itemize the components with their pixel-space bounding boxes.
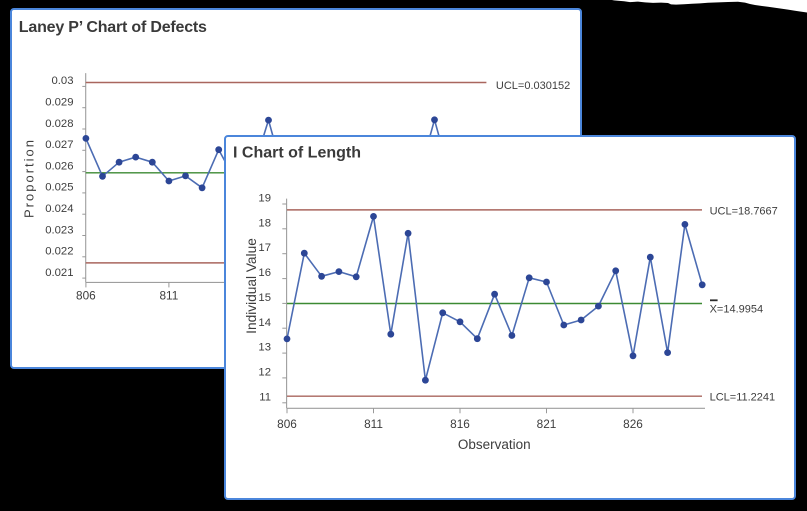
svg-text:UCL=18.7667: UCL=18.7667 (710, 205, 778, 217)
svg-text:0.028: 0.028 (45, 118, 73, 130)
svg-text:0.029: 0.029 (45, 97, 73, 109)
svg-text:Proportion: Proportion (21, 138, 36, 218)
svg-text:14: 14 (258, 317, 271, 329)
svg-text:12: 12 (258, 366, 271, 378)
svg-text:0.023: 0.023 (45, 224, 73, 236)
svg-text:X=14.9954: X=14.9954 (710, 303, 764, 315)
svg-text:0.026: 0.026 (45, 160, 73, 172)
svg-text:17: 17 (258, 242, 271, 254)
svg-text:806: 806 (277, 417, 297, 431)
svg-text:811: 811 (159, 289, 178, 303)
svg-text:UCL=0.030152: UCL=0.030152 (496, 80, 570, 92)
svg-text:0.025: 0.025 (45, 182, 73, 194)
svg-text:18: 18 (258, 217, 271, 229)
svg-text:816: 816 (450, 417, 470, 431)
svg-text:0.021: 0.021 (45, 267, 73, 279)
svg-text:0.022: 0.022 (45, 246, 73, 258)
svg-text:0.027: 0.027 (45, 139, 73, 151)
svg-text:15: 15 (258, 292, 271, 304)
svg-text:LCL=11.2241: LCL=11.2241 (710, 392, 776, 404)
svg-text:I Chart of Length: I Chart of Length (233, 145, 361, 162)
svg-text:Observation: Observation (458, 437, 531, 452)
svg-text:811: 811 (364, 417, 383, 431)
svg-text:821: 821 (537, 417, 557, 431)
svg-text:11: 11 (259, 391, 271, 403)
svg-text:0.03: 0.03 (52, 75, 74, 87)
svg-text:Individual Value: Individual Value (244, 238, 259, 334)
svg-text:0.024: 0.024 (45, 203, 73, 215)
svg-text:806: 806 (76, 289, 96, 303)
svg-text:826: 826 (623, 417, 643, 431)
svg-text:Laney P’ Chart of Defects: Laney P’ Chart of Defects (19, 19, 207, 36)
svg-text:16: 16 (258, 267, 271, 279)
svg-text:19: 19 (258, 193, 271, 205)
svg-text:13: 13 (258, 342, 271, 354)
